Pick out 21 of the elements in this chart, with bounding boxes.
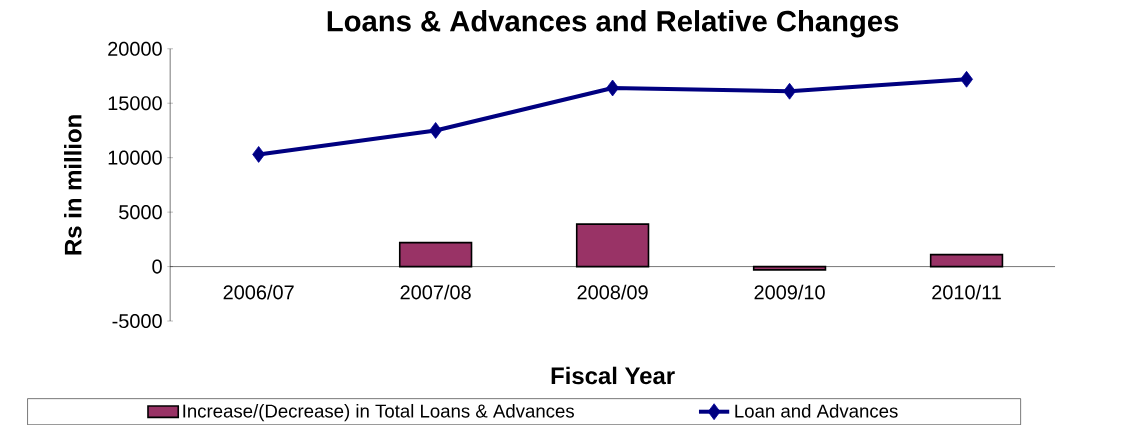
x-tick-label: 2008/09: [577, 284, 648, 300]
point: [960, 70, 973, 88]
legend-label: Increase/(Decrease) in Total Loans & Advances: [183, 403, 574, 422]
y-axis-title: Rs in million: [64, 115, 82, 255]
y-tick-label: 10000: [108, 150, 162, 165]
x-tick-label: 2010/11: [932, 284, 1001, 300]
y-tick-label: 15000: [108, 96, 162, 111]
x-tick-label: 2007/08: [400, 284, 471, 300]
y-tick-label: -5000: [112, 313, 162, 329]
y-tick-label: 0: [152, 259, 162, 274]
legend-label: Loan and Advances: [735, 403, 898, 418]
point: [252, 146, 266, 163]
x-tick-label: 2006/07: [223, 284, 294, 300]
point: [429, 122, 443, 139]
x-axis-title: Fiscal Year: [551, 366, 675, 385]
y-tick-label: 20000: [108, 41, 162, 56]
point: [606, 79, 619, 97]
y-tick-label: 5000: [119, 205, 162, 220]
chart-title: Loans & Advances and Relative Changes: [327, 10, 899, 38]
point: [783, 82, 796, 100]
x-tick-label: 2009/10: [754, 284, 825, 300]
